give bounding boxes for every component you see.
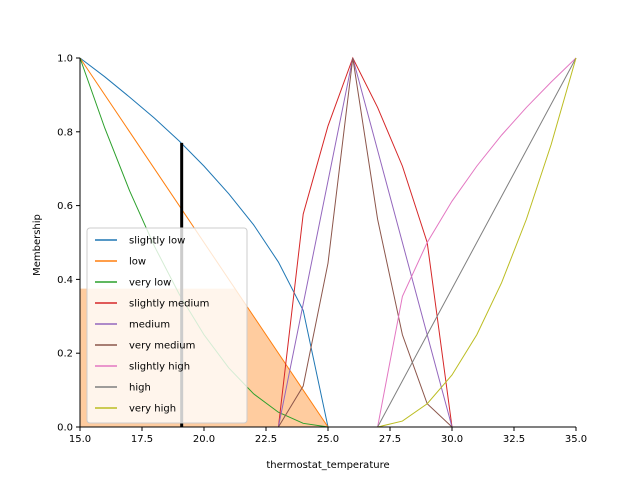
x-tick-label: 17.5 bbox=[131, 434, 153, 445]
series-line-slightly-medium bbox=[277, 56, 453, 428]
series-line-very-high bbox=[377, 57, 577, 428]
x-tick-label: 25.0 bbox=[317, 434, 339, 445]
x-tick-label: 20.0 bbox=[193, 434, 215, 445]
series-layer bbox=[79, 56, 577, 428]
y-tick-label: 0.4 bbox=[57, 275, 73, 286]
legend-label-slightly-low: slightly low bbox=[129, 236, 185, 247]
legend-label-very-low: very low bbox=[129, 278, 171, 289]
series-line-high bbox=[377, 57, 577, 428]
y-tick-label: 0.0 bbox=[57, 423, 73, 434]
series-line-slightly-high bbox=[377, 57, 577, 428]
legend-label-very-high: very high bbox=[129, 404, 176, 415]
legend-box bbox=[86, 227, 248, 424]
legend: slightly low low very low slightly medium me… bbox=[86, 227, 248, 424]
x-tick-label: 30.0 bbox=[441, 434, 463, 445]
axes: 15.0 17.5 20.0 22.5 25.0 27.5 30.0 32.5 35.0 0.0 0… bbox=[57, 54, 587, 446]
y-axis-label: Membership bbox=[32, 214, 43, 276]
y-tick-label: 1.0 bbox=[57, 54, 73, 65]
x-axis-label: thermostat_temperature bbox=[266, 460, 389, 471]
legend-label-slightly-high: slightly high bbox=[129, 362, 190, 373]
y-tick-label: 0.6 bbox=[57, 201, 73, 212]
x-tick-label: 35.0 bbox=[565, 434, 587, 445]
x-tick-label: 22.5 bbox=[255, 434, 277, 445]
legend-label-very-medium: very medium bbox=[129, 341, 195, 352]
series-line-slightly-low bbox=[79, 57, 329, 428]
y-tick-label: 0.2 bbox=[57, 349, 73, 360]
legend-label-slightly-medium: slightly medium bbox=[129, 299, 209, 310]
series-line-very-medium bbox=[277, 57, 453, 428]
x-tick-label: 27.5 bbox=[379, 434, 401, 445]
legend-label-high: high bbox=[129, 383, 151, 394]
legend-label-medium: medium bbox=[129, 320, 170, 331]
x-tick-label: 32.5 bbox=[503, 434, 525, 445]
y-tick-label: 0.8 bbox=[57, 127, 73, 138]
legend-label-low: low bbox=[129, 257, 146, 268]
x-tick-label: 15.0 bbox=[69, 434, 91, 445]
series-line-medium bbox=[277, 57, 453, 428]
